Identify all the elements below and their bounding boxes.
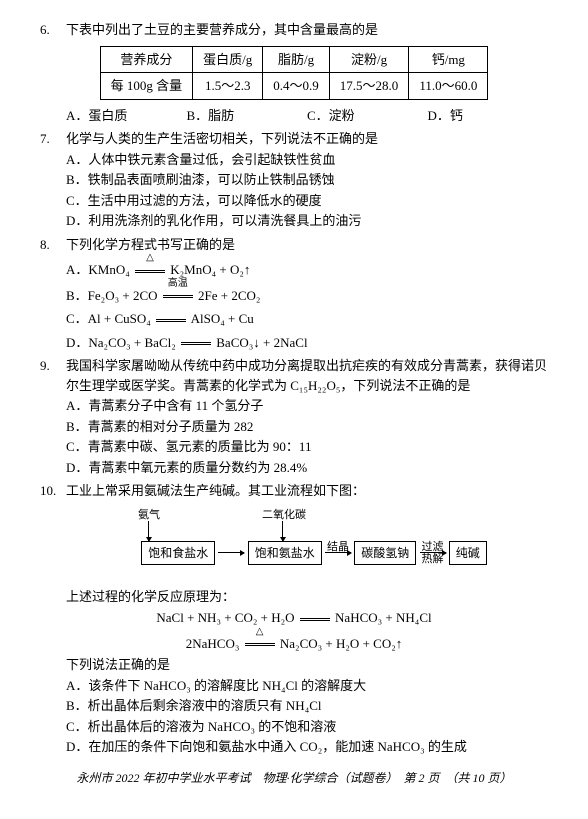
eq-left: C．Al + CuSO₄ (66, 311, 154, 326)
q8-number: 8. (40, 235, 66, 255)
page-footer: 永州市 2022 年初中学业水平考试 物理·化学综合（试题卷） 第 2 页 （共… (40, 769, 548, 787)
th: 营养成分 (100, 46, 193, 73)
q6-number: 6. (40, 20, 66, 40)
q10-flowchart: 饱和食盐水 饱和氨盐水 结晶 碳酸氢钠 过滤热解 纯碱 氨气 二氧化碳 (40, 509, 548, 579)
q7-number: 7. (40, 129, 66, 149)
question-9: 9. 我国科学家屠呦呦从传统中药中成功分离提取出抗疟疾的有效成分青蒿素，获得诺贝… (40, 356, 548, 477)
arrow-icon: 过滤热解 (420, 552, 446, 553)
td: 每 100g 含量 (100, 73, 193, 100)
q9-number: 9. (40, 356, 66, 395)
opt-c: C．Al + CuSO₄ AlSO₄ + Cu (66, 309, 548, 329)
eq-left: B．Fe₂O₃ + 2CO (66, 288, 161, 303)
question-7: 7. 化学与人类的生产生活密切相关，下列说法不正确的是 A．人体中铁元素含量过低… (40, 129, 548, 231)
arrow-icon: 结晶 (325, 552, 351, 553)
down-arrow-icon (282, 521, 283, 541)
opt-a: A．该条件下 NaHCO₃ 的溶解度比 NH₄Cl 的溶解度大 (66, 676, 548, 696)
th: 脂肪/g (263, 46, 330, 73)
eq-arrow (156, 319, 186, 322)
q10-eq1: NaCl + NH₃ + CO₂ + H₂O NaHCO₃ + NH₄Cl (40, 608, 548, 628)
opt-d: D．在加压的条件下向饱和氨盐水中通入 CO₂，能加速 NaHCO₃ 的生成 (66, 737, 548, 757)
eq-arrow (300, 618, 330, 621)
q9-stem: 我国科学家屠呦呦从传统中药中成功分离提取出抗疟疾的有效成分青蒿素，获得诺贝尔生理… (66, 356, 548, 395)
flow-box-1: 饱和食盐水 (141, 541, 215, 565)
q8-stem: 下列化学方程式书写正确的是 (66, 235, 548, 255)
opt-c: C．生活中用过滤的方法，可以降低水的硬度 (66, 191, 548, 211)
q6-table: 营养成分 蛋白质/g 脂肪/g 淀粉/g 钙/mg 每 100g 含量 1.5～… (100, 46, 489, 100)
th: 钙/mg (409, 46, 488, 73)
question-10: 10. 工业上常采用氨碱法生产纯碱。其工业流程如下图： 饱和食盐水 饱和氨盐水 … (40, 481, 548, 757)
opt-b: B．脂肪 (187, 106, 308, 126)
arrow-label: 热解 (422, 551, 444, 568)
arrow-icon (218, 552, 244, 553)
opt-b: B．析出晶体后剩余溶液中的溶质只有 NH₄Cl (66, 696, 548, 716)
opt-a: A．人体中铁元素含量过低，会引起缺铁性贫血 (66, 150, 548, 170)
opt-b: B．Fe₂O₃ + 2CO 高温 2Fe + 2CO₂ (66, 286, 548, 306)
eq-cond: 高温 (168, 276, 188, 291)
opt-b: B．铁制品表面喷刷油漆，可以防止铁制品锈蚀 (66, 170, 548, 190)
opt-c: C．析出晶体后的溶液为 NaHCO₃ 的不饱和溶液 (66, 717, 548, 737)
eq-arrow: 高温 (161, 286, 195, 306)
flow-box-4: 纯碱 (449, 541, 487, 565)
flow-box-2: 饱和氨盐水 (248, 541, 322, 565)
arrow-label: 结晶 (327, 539, 349, 556)
eq-arrow: △ (243, 634, 277, 654)
q10-number: 10. (40, 481, 66, 501)
question-6: 6. 下表中列出了土豆的主要营养成分，其中含量最高的是 营养成分 蛋白质/g 脂… (40, 20, 548, 125)
eq-left: A．KMnO₄ (66, 262, 133, 277)
q10-stem: 工业上常采用氨碱法生产纯碱。其工业流程如下图： (66, 481, 548, 501)
opt-d: D．青蒿素中氧元素的质量分数约为 28.4% (66, 458, 548, 478)
eq-left: D．Na₂CO₃ + BaCl₂ (66, 335, 179, 350)
td: 0.4～0.9 (263, 73, 330, 100)
down-arrow-icon (148, 521, 149, 541)
opt-a: A．蛋白质 (66, 106, 187, 126)
eq-right: AlSO₄ + Cu (188, 311, 254, 326)
opt-d: D．Na₂CO₃ + BaCl₂ BaCO₃↓ + 2NaCl (66, 333, 548, 353)
q7-stem: 化学与人类的生产生活密切相关，下列说法不正确的是 (66, 129, 548, 149)
eq-right: Na₂CO₃ + H₂O + CO₂↑ (277, 636, 403, 651)
opt-c: C．青蒿素中碳、氢元素的质量比为 90：11 (66, 437, 548, 457)
q10-eq2: 2NaHCO₃ △ Na₂CO₃ + H₂O + CO₂↑ (40, 634, 548, 654)
eq-left: 2NaHCO₃ (186, 636, 243, 651)
eq-cond: △ (146, 250, 154, 265)
eq-right: NaHCO₃ + NH₄Cl (332, 610, 432, 625)
eq-arrow (181, 342, 211, 345)
td: 17.5～28.0 (329, 73, 409, 100)
question-8: 8. 下列化学方程式书写正确的是 A．KMnO₄ △ K₂MnO₄ + O₂↑ … (40, 235, 548, 353)
flow-input-2: 二氧化碳 (262, 507, 306, 524)
opt-d: D．钙 (428, 106, 549, 126)
th: 淀粉/g (329, 46, 409, 73)
opt-a: A．KMnO₄ △ K₂MnO₄ + O₂↑ (66, 260, 548, 280)
opt-a: A．青蒿素分子中含有 11 个氢分子 (66, 396, 548, 416)
q10-mid: 上述过程的化学反应原理为： (66, 587, 548, 607)
flow-box-3: 碳酸氢钠 (354, 541, 416, 565)
eq-right: 2Fe + 2CO₂ (195, 288, 261, 303)
eq-right: BaCO₃↓ + 2NaCl (213, 335, 308, 350)
eq-cond: △ (256, 624, 264, 639)
td: 1.5～2.3 (193, 73, 263, 100)
opt-d: D．利用洗涤剂的乳化作用，可以清洗餐具上的油污 (66, 211, 548, 231)
opt-c: C．淀粉 (307, 106, 428, 126)
td: 11.0～60.0 (409, 73, 488, 100)
q6-stem: 下表中列出了土豆的主要营养成分，其中含量最高的是 (66, 20, 548, 40)
flow-input-1: 氨气 (138, 507, 160, 524)
opt-b: B．青蒿素的相对分子质量为 282 (66, 417, 548, 437)
eq-arrow: △ (133, 260, 167, 280)
q6-options: A．蛋白质 B．脂肪 C．淀粉 D．钙 (66, 106, 548, 126)
q10-ask: 下列说法正确的是 (66, 655, 548, 675)
th: 蛋白质/g (193, 46, 263, 73)
eq-left: NaCl + NH₃ + CO₂ + H₂O (156, 610, 297, 625)
